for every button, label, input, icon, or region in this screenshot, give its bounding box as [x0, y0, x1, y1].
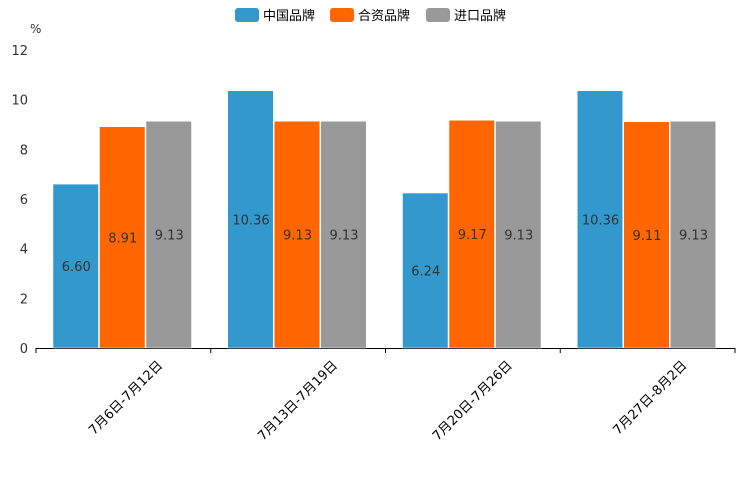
legend-swatch — [235, 8, 259, 22]
y-tick-label: 2 — [20, 292, 28, 307]
y-tick-label: 8 — [20, 143, 28, 158]
bar-value-label: 9.13 — [283, 229, 312, 244]
bar — [320, 121, 367, 349]
bar-value-label: 6.60 — [62, 260, 91, 275]
bar-value-label: 8.91 — [108, 231, 137, 246]
legend-label: 合资品牌 — [358, 8, 410, 24]
y-tick-label: 12 — [11, 44, 28, 59]
bar-value-label: 6.24 — [411, 265, 440, 280]
bar-value-label: 10.36 — [582, 213, 619, 228]
bar-value-label: 9.13 — [504, 229, 533, 244]
bar — [577, 90, 623, 349]
bar — [495, 121, 542, 349]
bar-value-label: 9.11 — [633, 229, 662, 244]
bar-value-label: 9.13 — [679, 229, 708, 244]
bar — [670, 121, 716, 349]
bar — [274, 121, 320, 349]
bar — [145, 121, 192, 349]
y-axis-unit-label: % — [30, 22, 41, 36]
bar — [623, 121, 670, 349]
y-tick-label: 4 — [20, 243, 28, 258]
x-tick-label: 7月13日-7月19日 — [255, 358, 341, 444]
bar — [448, 120, 495, 349]
x-tick-label: 7月27日-8月2日 — [611, 358, 691, 438]
bar-value-label: 10.36 — [232, 213, 269, 228]
bar — [99, 126, 146, 349]
legend-swatch — [426, 8, 450, 22]
y-tick-label: 0 — [20, 342, 28, 357]
legend-label: 进口品牌 — [454, 8, 506, 24]
y-tick-label: 10 — [11, 94, 28, 109]
bar-value-label: 9.13 — [155, 229, 184, 244]
bar-value-label: 9.17 — [458, 228, 487, 243]
x-tick-label: 7月6日-7月12日 — [86, 358, 166, 438]
y-tick-label: 6 — [20, 193, 28, 208]
legend-swatch — [330, 8, 354, 22]
bar-value-label: 9.13 — [330, 229, 359, 244]
legend-label: 中国品牌 — [263, 8, 315, 24]
bar — [227, 90, 274, 349]
bar — [52, 183, 99, 349]
bar — [402, 192, 449, 349]
x-tick-label: 7月20日-7月26日 — [430, 358, 516, 444]
